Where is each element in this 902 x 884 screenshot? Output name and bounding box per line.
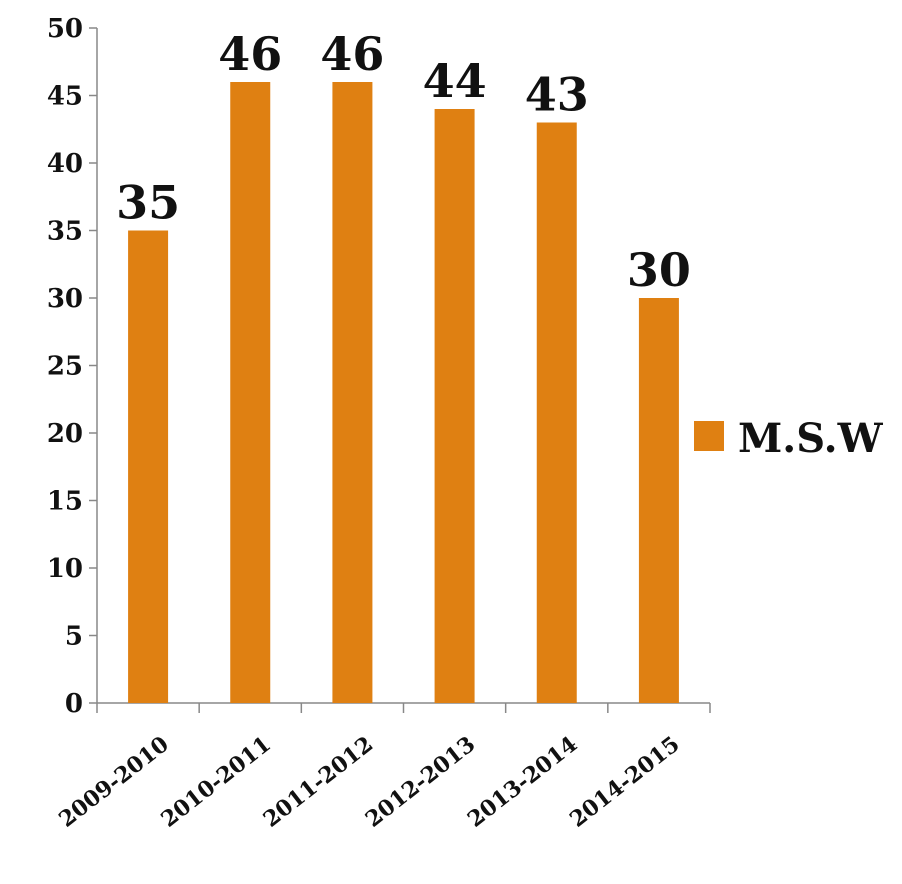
x-tick-label: 2011-2012	[258, 731, 378, 833]
bar	[332, 82, 373, 703]
x-tick-label: 2013-2014	[463, 731, 583, 833]
y-tick-label: 45	[47, 82, 83, 112]
x-tick-label: 2014-2015	[565, 731, 685, 833]
data-label: 30	[627, 243, 691, 297]
bars-group	[128, 82, 679, 703]
x-tick-label: 2009-2010	[54, 731, 174, 833]
y-tick-label: 35	[47, 217, 83, 247]
legend: M.S.W	[694, 415, 884, 462]
y-tick-label: 15	[47, 487, 83, 517]
y-tick-label: 30	[47, 284, 83, 314]
y-tick-label: 40	[47, 149, 83, 179]
x-tick-label: 2012-2013	[361, 731, 481, 833]
y-tick-label: 0	[65, 689, 83, 719]
bar	[230, 82, 271, 703]
data-label: 46	[320, 27, 384, 81]
data-label: 44	[423, 54, 487, 108]
bar	[638, 298, 679, 703]
y-tick-label: 10	[47, 554, 83, 584]
data-label: 35	[116, 176, 180, 230]
y-axis: 0 5 10 15 20 25 30 35 40 45 50	[47, 14, 98, 719]
bar	[536, 122, 577, 703]
bar	[434, 109, 475, 703]
bar	[128, 230, 169, 703]
legend-label: M.S.W	[738, 415, 884, 462]
x-tick-label: 2010-2011	[156, 731, 276, 833]
x-axis: 2009-20102010-20112011-20122012-20132013…	[54, 702, 711, 833]
y-tick-label: 25	[47, 352, 83, 382]
data-label: 46	[218, 27, 282, 81]
y-tick-label: 20	[47, 419, 83, 449]
data-labels-group: 35 46 46 44 43 30	[116, 27, 691, 297]
legend-swatch	[694, 421, 724, 451]
y-tick-label: 5	[65, 622, 83, 652]
data-label: 43	[525, 68, 589, 122]
y-tick-label: 50	[47, 14, 83, 44]
